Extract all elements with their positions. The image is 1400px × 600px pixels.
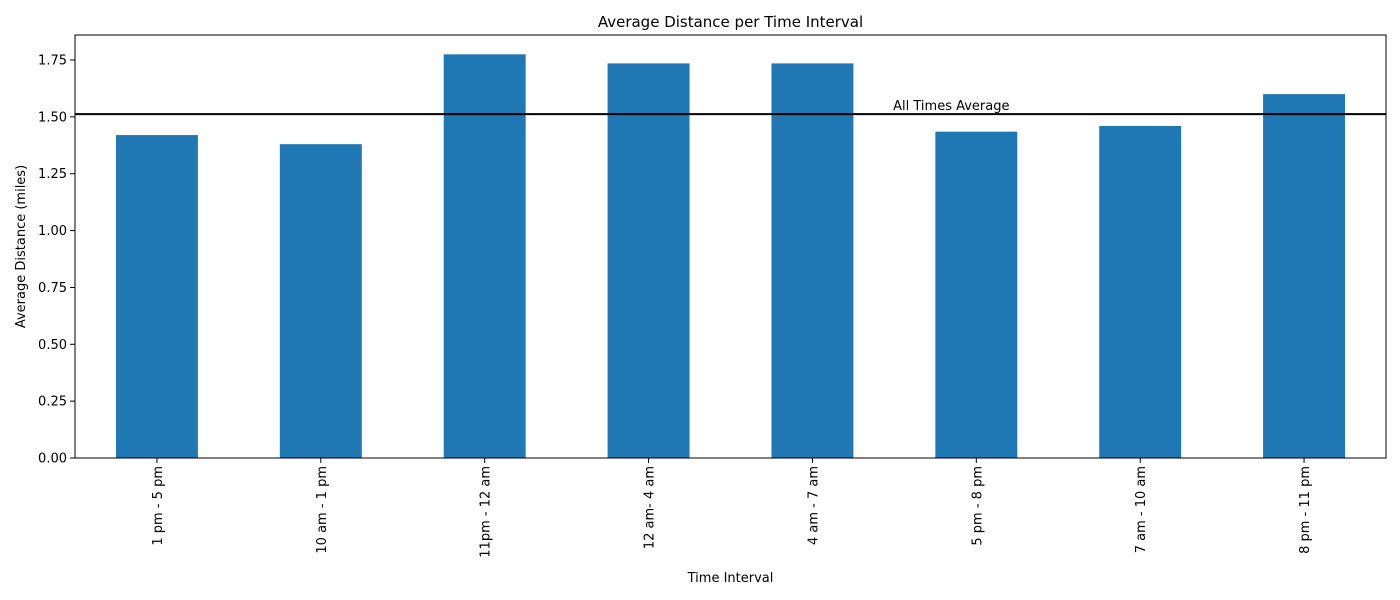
y-tick-label: 0.50 <box>38 338 67 353</box>
y-axis-ticks: 0.00 0.25 0.50 0.75 1.00 1.25 1.50 1.75 <box>38 54 75 467</box>
y-tick-label: 0.75 <box>38 281 67 296</box>
bar <box>443 54 526 458</box>
bar <box>607 63 690 458</box>
plot-frame <box>74 34 1387 459</box>
bar <box>279 144 362 458</box>
x-axis-label: Time Interval <box>687 571 774 586</box>
bar <box>935 131 1018 458</box>
x-axis-ticks: 1 pm - 5 pm 10 am - 1 pm 11pm - 12 am 12 am… <box>151 458 1313 558</box>
reference-line-group: All Times Average <box>75 99 1386 116</box>
bar <box>1099 125 1182 458</box>
x-tick-label: 10 am - 1 pm <box>315 466 330 554</box>
y-tick-label: 1.75 <box>38 54 67 69</box>
bars-group <box>115 54 1346 459</box>
x-tick-label: 1 pm - 5 pm <box>151 466 166 546</box>
y-axis-label: Average Distance (miles) <box>14 165 29 328</box>
y-tick-label: 0.25 <box>38 395 67 410</box>
y-tick-label: 1.50 <box>38 110 67 125</box>
chart-title: Average Distance per Time Interval <box>598 13 863 31</box>
bar <box>771 63 854 458</box>
x-tick-label: 11pm - 12 am <box>479 466 494 558</box>
x-tick-label: 12 am- 4 am <box>643 466 658 549</box>
y-tick-label: 1.00 <box>38 224 67 239</box>
y-tick-label: 0.00 <box>38 452 67 467</box>
x-tick-label: 8 pm - 11 pm <box>1298 466 1313 554</box>
x-tick-label: 5 pm - 8 pm <box>970 466 985 546</box>
bar <box>1263 94 1346 459</box>
x-tick-label: 7 am - 10 am <box>1134 466 1149 553</box>
bar <box>115 135 198 458</box>
average-reference-label: All Times Average <box>893 99 1009 114</box>
x-tick-label: 4 am - 7 am <box>806 466 821 545</box>
y-tick-label: 1.25 <box>38 167 67 182</box>
